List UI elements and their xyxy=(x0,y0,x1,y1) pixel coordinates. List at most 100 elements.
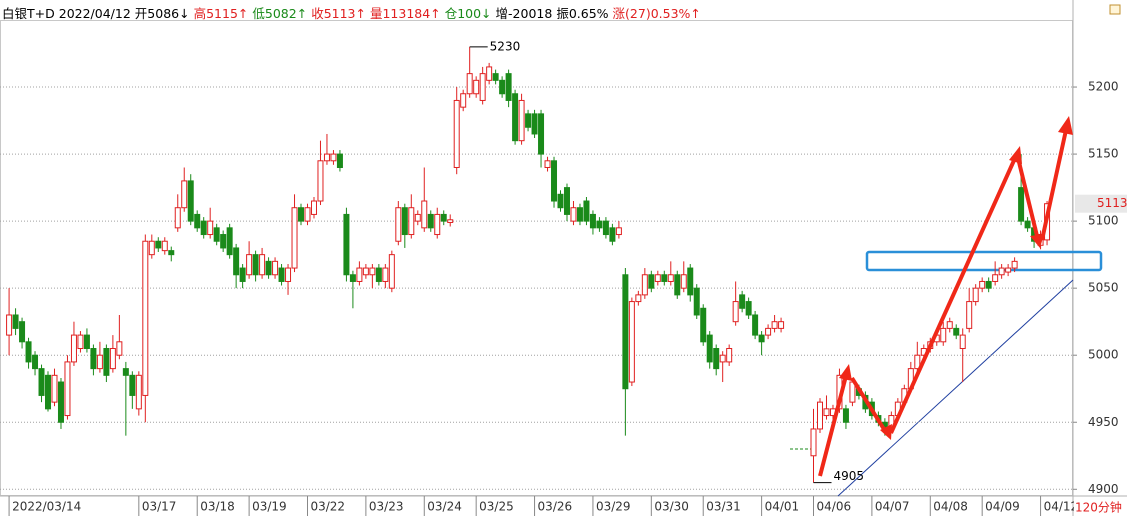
last-price-label: 5113 xyxy=(1097,196,1127,210)
x-tick-label: 2022/03/14 xyxy=(12,500,81,514)
candle-body xyxy=(83,334,90,350)
candle-body xyxy=(382,267,389,282)
candle-body xyxy=(213,227,220,242)
candle-body xyxy=(349,274,356,282)
candle-body xyxy=(116,341,123,356)
y-tick-label: 5050 xyxy=(1088,281,1119,295)
candle-body xyxy=(972,287,979,303)
period-box xyxy=(1074,499,1127,516)
highlight-box xyxy=(865,250,1103,272)
candle-body xyxy=(51,374,58,403)
candle-body xyxy=(914,354,921,370)
candle-body xyxy=(622,274,629,390)
candle-body xyxy=(544,160,551,168)
x-tick-label: 03/19 xyxy=(252,500,287,514)
candle-body xyxy=(310,200,317,215)
corner-icon[interactable] xyxy=(1109,4,1121,15)
y-tick-label: 5100 xyxy=(1088,214,1119,228)
candle-body xyxy=(323,153,330,162)
candle-body xyxy=(985,280,992,289)
candle-body xyxy=(816,401,823,430)
candle-body xyxy=(233,247,240,276)
candle-body xyxy=(434,213,441,236)
candle-body xyxy=(395,207,402,242)
candle-body xyxy=(414,213,421,222)
candle-body xyxy=(518,99,525,142)
candle-body xyxy=(142,240,149,396)
x-tick-label: 03/29 xyxy=(596,500,631,514)
x-tick-label: 04/08 xyxy=(933,500,968,514)
candle-body xyxy=(661,274,668,282)
candle-body xyxy=(103,348,110,376)
candle-body xyxy=(771,321,778,329)
candle-body xyxy=(401,207,408,236)
arrow xyxy=(850,376,889,436)
x-tick-label: 04/09 xyxy=(985,500,1020,514)
candle-body xyxy=(959,334,966,350)
candle-body xyxy=(492,73,499,81)
candle-body xyxy=(648,274,655,289)
candle-body xyxy=(479,73,486,101)
candle-body xyxy=(654,274,661,282)
candle-body xyxy=(45,374,52,410)
y-tick-label: 5000 xyxy=(1088,348,1119,362)
candle-body xyxy=(576,207,583,222)
candle-body xyxy=(713,348,720,370)
candle-body xyxy=(317,160,324,202)
x-tick-label: 03/30 xyxy=(654,500,689,514)
y-tick-label: 4900 xyxy=(1088,482,1119,496)
candle-body xyxy=(992,274,999,282)
x-tick-label: 03/31 xyxy=(706,500,741,514)
quote-field: 白银T+D xyxy=(2,6,55,21)
candle-body xyxy=(966,301,973,329)
arrow-heads xyxy=(839,116,1073,440)
x-tick-label: 04/06 xyxy=(817,500,852,514)
candle-body xyxy=(161,240,168,252)
candle-body xyxy=(408,207,415,236)
icon[interactable] xyxy=(1109,4,1121,15)
candle-body xyxy=(246,254,253,276)
candle-body xyxy=(752,314,759,336)
candle-body xyxy=(674,274,681,296)
trend-line xyxy=(837,279,1074,497)
candle-body xyxy=(19,321,26,343)
candle-body xyxy=(453,99,460,168)
candle-body xyxy=(726,348,733,363)
arrow-head xyxy=(1009,146,1022,164)
arrow-head xyxy=(1030,234,1044,248)
quote-field: 低5082↑ xyxy=(252,6,308,21)
candle-body xyxy=(148,240,155,256)
candle-body xyxy=(388,254,395,289)
candle-body xyxy=(979,280,986,289)
candle-body xyxy=(57,381,64,423)
arrow xyxy=(818,371,849,477)
candle-body xyxy=(551,160,558,202)
quote-field: 涨(27)0.53%↑ xyxy=(612,6,701,21)
candle-body xyxy=(842,408,849,423)
candle-body xyxy=(239,267,246,282)
candle-body xyxy=(362,267,369,276)
candle-body xyxy=(719,354,726,363)
candle-body xyxy=(583,200,590,222)
y-tick-label: 5150 xyxy=(1088,147,1119,161)
candle-body xyxy=(447,219,454,223)
candle-body xyxy=(38,368,45,396)
candle-body xyxy=(758,334,765,343)
candle-body xyxy=(557,193,564,209)
candle-body xyxy=(336,153,343,168)
trend-arrows xyxy=(818,129,1068,477)
candle-body xyxy=(706,334,713,363)
candle-body xyxy=(343,213,350,276)
candle-body xyxy=(96,354,103,370)
period-label: 120分钟 xyxy=(1075,500,1122,515)
x-tick-label: 03/23 xyxy=(369,500,404,514)
candle-body xyxy=(168,250,175,256)
candle-body xyxy=(693,287,700,316)
candle-body xyxy=(667,274,674,282)
arrow xyxy=(1040,129,1068,241)
candle-body xyxy=(953,327,960,336)
quote-field: 仓100↓ xyxy=(444,6,492,21)
candle-body xyxy=(531,113,538,135)
x-tick-label: 04/12 xyxy=(1044,500,1079,514)
quote-field: 量113184↑ xyxy=(369,6,441,21)
